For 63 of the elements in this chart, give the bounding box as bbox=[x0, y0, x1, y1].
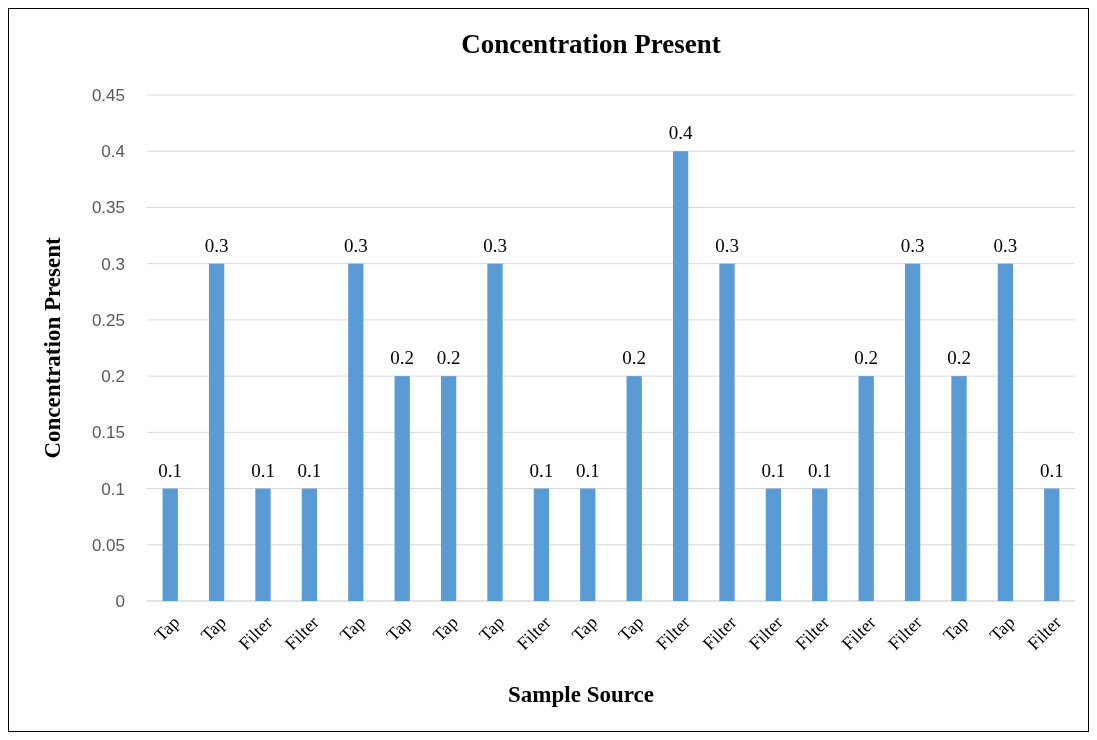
bar bbox=[1044, 488, 1060, 601]
data-label: 0.2 bbox=[436, 347, 461, 369]
bar bbox=[626, 376, 642, 601]
data-label: 0.3 bbox=[204, 234, 229, 256]
bar bbox=[672, 151, 689, 601]
y-tick-label: 0.25 bbox=[91, 310, 125, 330]
data-label: 0.3 bbox=[715, 234, 739, 256]
x-tick-label: Tap bbox=[196, 612, 230, 646]
data-label: 0.3 bbox=[993, 234, 1018, 256]
data-label: 0.1 bbox=[807, 459, 832, 481]
bar bbox=[858, 376, 874, 601]
data-label: 0.3 bbox=[343, 234, 368, 256]
x-tick-label: Tap bbox=[475, 612, 509, 646]
chart-title: Concentration Present bbox=[461, 29, 721, 59]
data-label: 0.1 bbox=[761, 459, 786, 481]
y-tick-label: 0.45 bbox=[91, 85, 125, 105]
bar bbox=[348, 263, 364, 601]
bar bbox=[255, 488, 271, 601]
data-label: 0.2 bbox=[390, 347, 415, 369]
x-tick-label: Tap bbox=[428, 612, 462, 646]
x-tick-label: Tap bbox=[382, 612, 416, 646]
y-tick-label: 0.15 bbox=[91, 423, 125, 443]
x-tick-label: Tap bbox=[985, 612, 1019, 646]
bar bbox=[162, 488, 178, 601]
bar bbox=[487, 263, 503, 601]
x-axis-title: Sample Source bbox=[508, 682, 654, 707]
x-tick-label: Tap bbox=[939, 612, 973, 646]
data-label: 0.1 bbox=[529, 459, 554, 481]
data-label: 0.2 bbox=[947, 347, 971, 369]
x-tick-label: Tap bbox=[614, 612, 648, 646]
data-label: 0.1 bbox=[158, 459, 183, 481]
x-tick-label: Tap bbox=[336, 612, 370, 646]
data-label: 0.2 bbox=[854, 347, 879, 369]
bar bbox=[301, 488, 318, 601]
bar bbox=[719, 263, 735, 601]
data-label: 0.4 bbox=[668, 122, 693, 144]
bar bbox=[208, 263, 225, 601]
data-label: 0.3 bbox=[900, 234, 925, 256]
data-label: 0.1 bbox=[575, 459, 600, 481]
bar bbox=[904, 263, 921, 601]
bar bbox=[812, 488, 828, 601]
data-label: 0.3 bbox=[483, 234, 507, 256]
bar bbox=[997, 263, 1014, 601]
data-label: 0.2 bbox=[622, 347, 647, 369]
y-axis-title: Concentration Present bbox=[40, 237, 65, 459]
y-tick-label: 0.35 bbox=[91, 198, 125, 218]
bar bbox=[765, 488, 782, 601]
y-tick-label: 0.2 bbox=[101, 367, 125, 387]
bar bbox=[394, 376, 410, 601]
bar bbox=[580, 488, 596, 601]
y-tick-label: 0.3 bbox=[101, 254, 125, 274]
data-label: 0.1 bbox=[1039, 459, 1064, 481]
bar bbox=[440, 376, 457, 601]
y-tick-label: 0.1 bbox=[101, 479, 125, 499]
bar bbox=[533, 488, 550, 601]
data-label: 0.1 bbox=[251, 459, 275, 481]
bar bbox=[951, 376, 967, 601]
x-tick-label: Tap bbox=[568, 612, 602, 646]
y-tick-label: 0.05 bbox=[91, 535, 125, 555]
data-label: 0.1 bbox=[297, 459, 322, 481]
y-tick-label: 0.4 bbox=[101, 142, 125, 162]
y-tick-label: 0 bbox=[115, 591, 125, 611]
x-tick-label: Tap bbox=[150, 612, 184, 646]
